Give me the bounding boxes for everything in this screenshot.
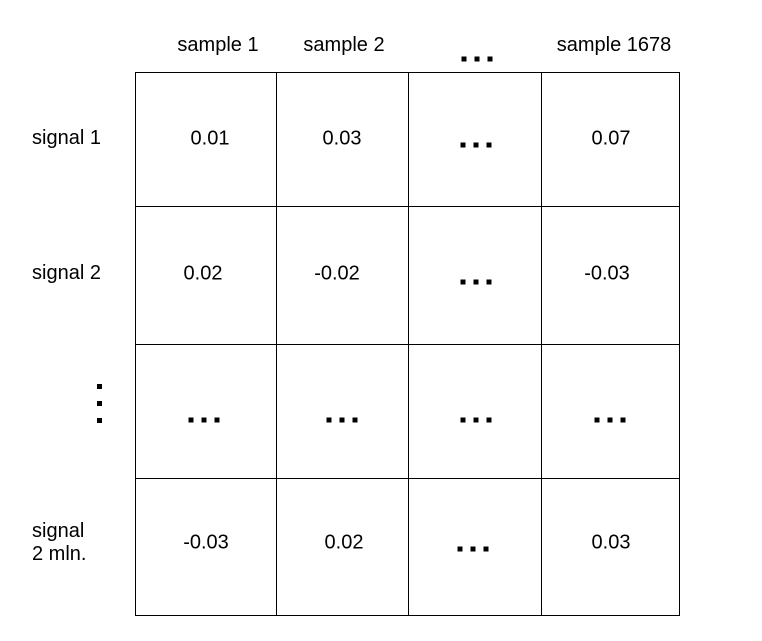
column-header-sample-2: sample 2	[303, 34, 385, 56]
row-header-line-2: 2 mln.	[32, 543, 87, 565]
row-header-ellipsis	[97, 384, 102, 423]
cell-r1-c3-ellipsis	[460, 142, 492, 148]
row-header-signal-2: signal 2	[32, 262, 101, 284]
cell-r4-c1: -0.03	[183, 531, 229, 554]
cell-r1-c4: 0.07	[591, 127, 631, 150]
cell-r4-c4: 0.03	[591, 531, 631, 554]
cell-r1-c2: 0.03	[322, 127, 362, 150]
column-header-ellipsis	[461, 56, 493, 62]
data-matrix-grid: 0.01 0.03 0.07 0.02 -0.02 -0.03 -0.03 0.…	[135, 72, 680, 616]
cell-r4-c2: 0.02	[324, 531, 364, 554]
cell-r1-c1: 0.01	[190, 127, 230, 150]
row-header-signal-1: signal 1	[32, 127, 101, 149]
row-header-line-1: signal	[32, 520, 85, 542]
cell-r3-c3-ellipsis	[460, 417, 492, 423]
cell-r3-c1-ellipsis	[188, 417, 220, 423]
cell-r2-c2: -0.02	[314, 262, 360, 285]
cell-r3-c4-ellipsis	[594, 417, 626, 423]
cell-r2-c4: -0.03	[584, 262, 630, 285]
cell-r2-c1: 0.02	[183, 262, 223, 285]
cell-r2-c3-ellipsis	[460, 279, 492, 285]
row-header-signal-2-mln: signal 2 mln.	[32, 520, 86, 566]
column-header-sample-1678: sample 1678	[556, 34, 672, 56]
cell-r3-c2-ellipsis	[326, 417, 358, 423]
cell-r4-c3-ellipsis	[457, 546, 489, 552]
column-header-sample-1: sample 1	[177, 34, 259, 56]
